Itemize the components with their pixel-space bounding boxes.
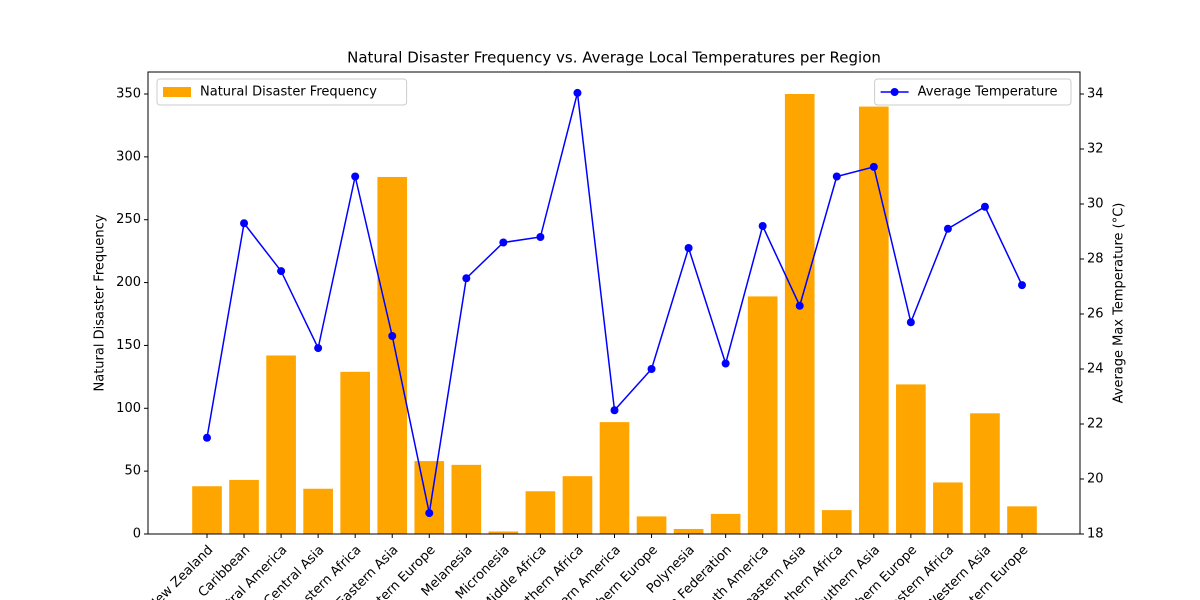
- marker: [462, 274, 471, 283]
- bar: [525, 491, 556, 534]
- y-tick-label: 100: [116, 401, 141, 416]
- y-tick-label: 200: [116, 275, 141, 290]
- legend-swatch: [163, 87, 191, 97]
- bar: [933, 482, 963, 534]
- bar: [896, 384, 926, 534]
- marker: [980, 202, 989, 211]
- marker: [314, 344, 323, 353]
- bar: [599, 422, 630, 534]
- bar: [414, 461, 445, 534]
- legend-box: [874, 78, 1072, 106]
- marker: [795, 301, 804, 310]
- bar: [377, 176, 408, 534]
- marker: [499, 238, 508, 247]
- legend-label: Average Temperature: [918, 85, 1058, 100]
- marker: [721, 359, 730, 368]
- y-tick-label: 350: [116, 87, 141, 102]
- bar: [673, 528, 704, 534]
- y-tick-label: 300: [116, 149, 141, 164]
- y2-tick-label: 34: [1087, 87, 1104, 102]
- y2-tick-label: 32: [1087, 142, 1104, 157]
- marker: [943, 224, 952, 233]
- marker: [536, 233, 545, 241]
- y2-tick-label: 22: [1087, 417, 1104, 432]
- marker: [203, 433, 211, 442]
- y2-tick-label: 26: [1087, 307, 1104, 322]
- bar: [784, 94, 815, 534]
- bar: [747, 296, 778, 534]
- marker: [684, 244, 693, 252]
- bar: [229, 479, 259, 534]
- y-tick-label: 150: [116, 338, 141, 353]
- bar: [451, 464, 482, 534]
- legend-label: Natural Disaster Frequency: [200, 85, 377, 100]
- bar: [562, 476, 593, 534]
- chart-title: Natural Disaster Frequency vs. Average L…: [347, 49, 881, 67]
- marker: [277, 267, 286, 276]
- marker: [647, 365, 656, 373]
- marker: [388, 332, 397, 340]
- y2-tick-label: 20: [1087, 472, 1104, 487]
- bar: [192, 486, 222, 534]
- marker: [425, 509, 434, 518]
- y-tick-label: 0: [133, 527, 141, 542]
- y-tick-label: 50: [124, 464, 141, 479]
- bar: [636, 516, 667, 534]
- bar: [710, 513, 741, 534]
- bar: [266, 355, 296, 534]
- marker: [240, 219, 249, 228]
- y2-tick-label: 24: [1087, 362, 1104, 377]
- bar: [340, 371, 370, 534]
- bar: [488, 531, 519, 534]
- bar: [303, 488, 333, 534]
- marker: [906, 318, 915, 327]
- legend-marker: [890, 88, 899, 96]
- y-axis-label: Natural Disaster Frequency: [93, 214, 108, 391]
- y2-tick-label: 18: [1087, 527, 1104, 542]
- bar: [1007, 506, 1037, 534]
- marker: [610, 406, 619, 415]
- y-tick-label: 250: [116, 212, 141, 227]
- y2-tick-label: 30: [1087, 197, 1104, 212]
- marker: [351, 172, 360, 181]
- bar: [970, 413, 1000, 534]
- marker: [758, 222, 767, 230]
- y2-tick-label: 28: [1087, 252, 1104, 267]
- bar: [859, 106, 889, 535]
- marker: [1018, 281, 1026, 290]
- bar: [821, 510, 852, 534]
- y2-axis-label: Average Max Temperature (°C): [1112, 203, 1127, 404]
- marker: [832, 172, 841, 181]
- marker: [869, 162, 878, 171]
- marker: [573, 88, 582, 97]
- legend-box: [156, 78, 408, 106]
